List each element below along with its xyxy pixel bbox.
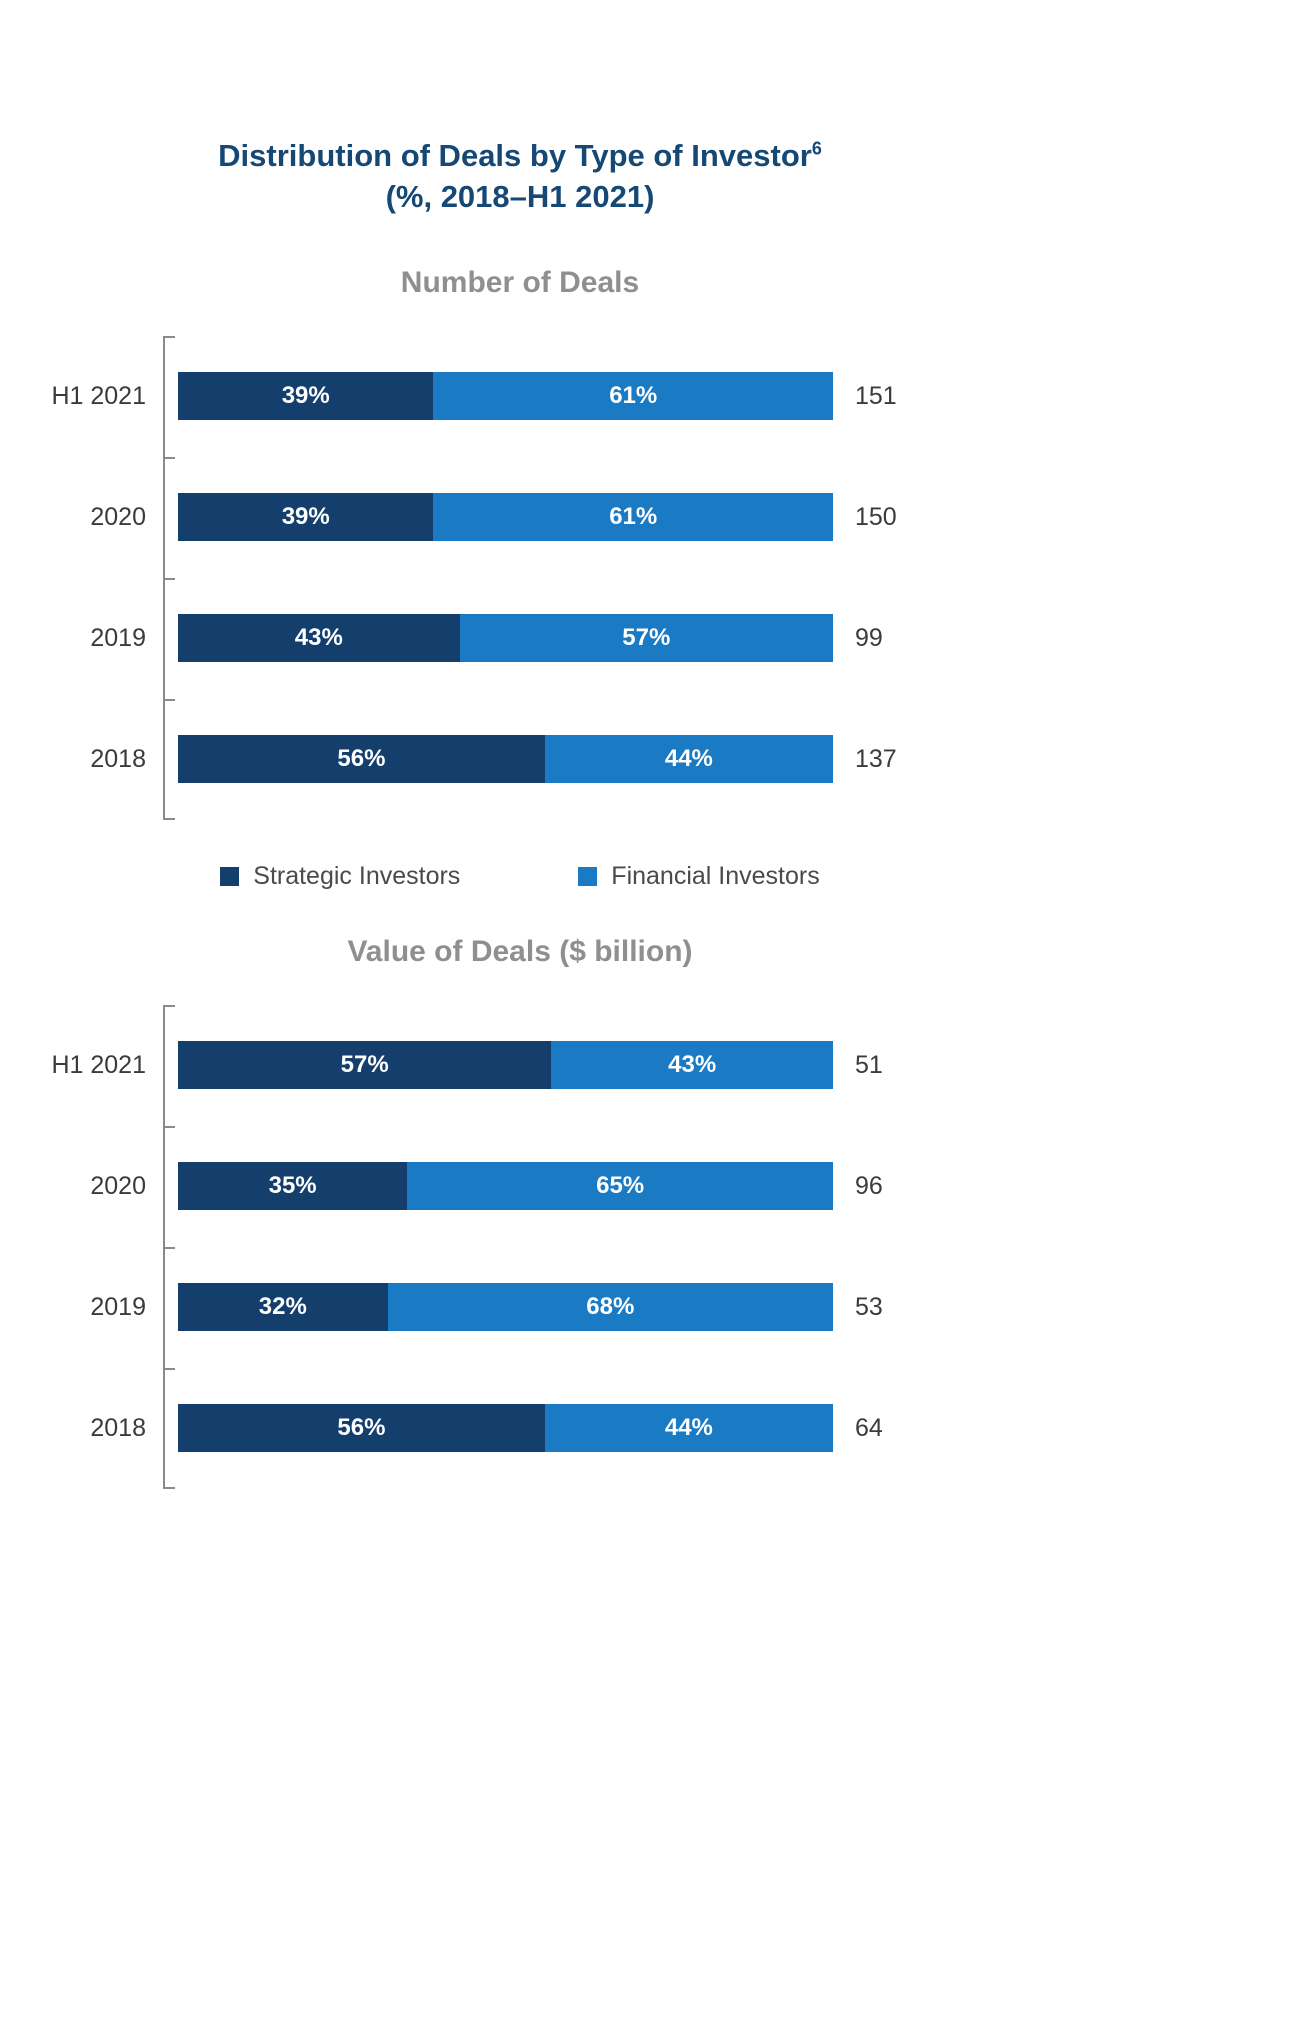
percent-label: 56%: [337, 745, 386, 773]
bar-area: 39% 61%: [163, 335, 833, 457]
bar-row: 2018 56% 44% 64: [0, 1367, 1040, 1489]
category-label: 2019: [90, 623, 146, 652]
percent-label: 35%: [268, 1172, 317, 1200]
figure-title-block: Distribution of Deals by Type of Investo…: [0, 136, 1040, 218]
plot-area: H1 2021 57% 43% 51 2020 35% 65% 96 2019 32% 68% 53 2…: [0, 1004, 1040, 1489]
category-label: H1 2021: [51, 381, 146, 410]
stacked-bar: 57% 43%: [178, 1041, 833, 1090]
percent-label: 57%: [340, 1051, 389, 1079]
percent-label: 39%: [281, 503, 330, 531]
bar-row: 2019 32% 68% 53: [0, 1246, 1040, 1368]
page-title-text: Distribution of Deals by Type of Investo…: [218, 138, 812, 173]
legend-item-financial: Financial Investors: [578, 861, 820, 891]
total-label: 64: [855, 1413, 883, 1442]
bar-segment-strategic: 39%: [178, 493, 434, 542]
chart-value-of-deals: Value of Deals ($ billion) H1 2021 57% 43%…: [0, 935, 1040, 1489]
percent-label: 57%: [622, 624, 671, 652]
stacked-bar: 43% 57%: [178, 614, 833, 663]
stacked-bar: 39% 61%: [178, 493, 833, 542]
chart-number-of-deals: Number of Deals H1 2021 39% 61% 151 2020 39% 6…: [0, 266, 1040, 820]
bar-segment-strategic: 43%: [178, 614, 460, 663]
bar-segment-strategic: 32%: [178, 1283, 388, 1332]
bar-segment-financial: 44%: [544, 735, 833, 784]
bar-area: 56% 44%: [163, 698, 833, 820]
percent-label: 32%: [258, 1293, 307, 1321]
stacked-bar: 35% 65%: [178, 1162, 833, 1211]
plot-area: H1 2021 39% 61% 151 2020 39% 61% 150 2019 43% 57% 9…: [0, 335, 1040, 820]
bar-segment-strategic: 35%: [178, 1162, 408, 1211]
total-label: 150: [855, 502, 897, 531]
footnote-marker: 6: [811, 138, 822, 159]
section-title-number-of-deals: Number of Deals: [400, 265, 640, 299]
percent-label: 56%: [337, 1414, 386, 1442]
category-label: 2019: [90, 1292, 146, 1321]
category-label: 2018: [90, 744, 146, 773]
page-subtitle: (%, 2018–H1 2021): [385, 178, 655, 214]
bar-segment-strategic: 39%: [178, 372, 434, 421]
total-label: 51: [855, 1050, 883, 1079]
percent-label: 61%: [609, 503, 658, 531]
bar-area: 35% 65%: [163, 1125, 833, 1247]
bar-row: 2020 35% 65% 96: [0, 1125, 1040, 1247]
bar-segment-financial: 44%: [544, 1404, 833, 1453]
category-label: H1 2021: [51, 1050, 146, 1079]
percent-label: 43%: [668, 1051, 717, 1079]
percent-label: 61%: [609, 382, 658, 410]
percent-label: 43%: [294, 624, 343, 652]
bar-segment-strategic: 56%: [178, 735, 545, 784]
bar-row: H1 2021 57% 43% 51: [0, 1004, 1040, 1126]
legend-swatch-strategic-icon: [220, 866, 240, 886]
bar-row: H1 2021 39% 61% 151: [0, 335, 1040, 457]
figure: Distribution of Deals by Type of Investo…: [0, 136, 1040, 1489]
percent-label: 65%: [596, 1172, 645, 1200]
total-label: 53: [855, 1292, 883, 1321]
legend-item-strategic: Strategic Investors: [220, 862, 460, 891]
bar-row: 2019 43% 57% 99: [0, 577, 1040, 699]
bar-segment-financial: 68%: [387, 1283, 833, 1332]
bar-segment-financial: 57%: [459, 614, 833, 663]
category-label: 2018: [90, 1413, 146, 1442]
page-title: Distribution of Deals by Type of Investo…: [0, 136, 1040, 177]
legend: Strategic Investors Financial Investors: [0, 862, 1040, 891]
bar-segment-financial: 65%: [407, 1162, 833, 1211]
stacked-bar: 56% 44%: [178, 1404, 833, 1453]
category-label: 2020: [90, 1171, 146, 1200]
stacked-bar: 39% 61%: [178, 372, 833, 421]
bar-area: 57% 43%: [163, 1004, 833, 1126]
total-label: 137: [855, 744, 897, 773]
percent-label: 68%: [586, 1293, 635, 1321]
bar-segment-financial: 61%: [433, 372, 833, 421]
percent-label: 44%: [664, 1414, 713, 1442]
bar-segment-strategic: 56%: [178, 1404, 545, 1453]
bar-row: 2020 39% 61% 150: [0, 456, 1040, 578]
stacked-bar: 56% 44%: [178, 735, 833, 784]
bar-area: 56% 44%: [163, 1367, 833, 1489]
section-title-value-of-deals: Value of Deals ($ billion): [347, 934, 693, 968]
bar-area: 32% 68%: [163, 1246, 833, 1368]
bar-row: 2018 56% 44% 137: [0, 698, 1040, 820]
legend-label-financial: Financial Investors: [611, 861, 820, 890]
bar-segment-strategic: 57%: [178, 1041, 552, 1090]
percent-label: 39%: [281, 382, 330, 410]
stacked-bar: 32% 68%: [178, 1283, 833, 1332]
legend-swatch-financial-icon: [578, 866, 598, 886]
bar-segment-financial: 43%: [551, 1041, 833, 1090]
legend-label-strategic: Strategic Investors: [253, 861, 461, 890]
bar-area: 43% 57%: [163, 577, 833, 699]
total-label: 151: [855, 381, 897, 410]
total-label: 96: [855, 1171, 883, 1200]
bar-segment-financial: 61%: [433, 493, 833, 542]
category-label: 2020: [90, 502, 146, 531]
total-label: 99: [855, 623, 883, 652]
bar-area: 39% 61%: [163, 456, 833, 578]
percent-label: 44%: [664, 745, 713, 773]
